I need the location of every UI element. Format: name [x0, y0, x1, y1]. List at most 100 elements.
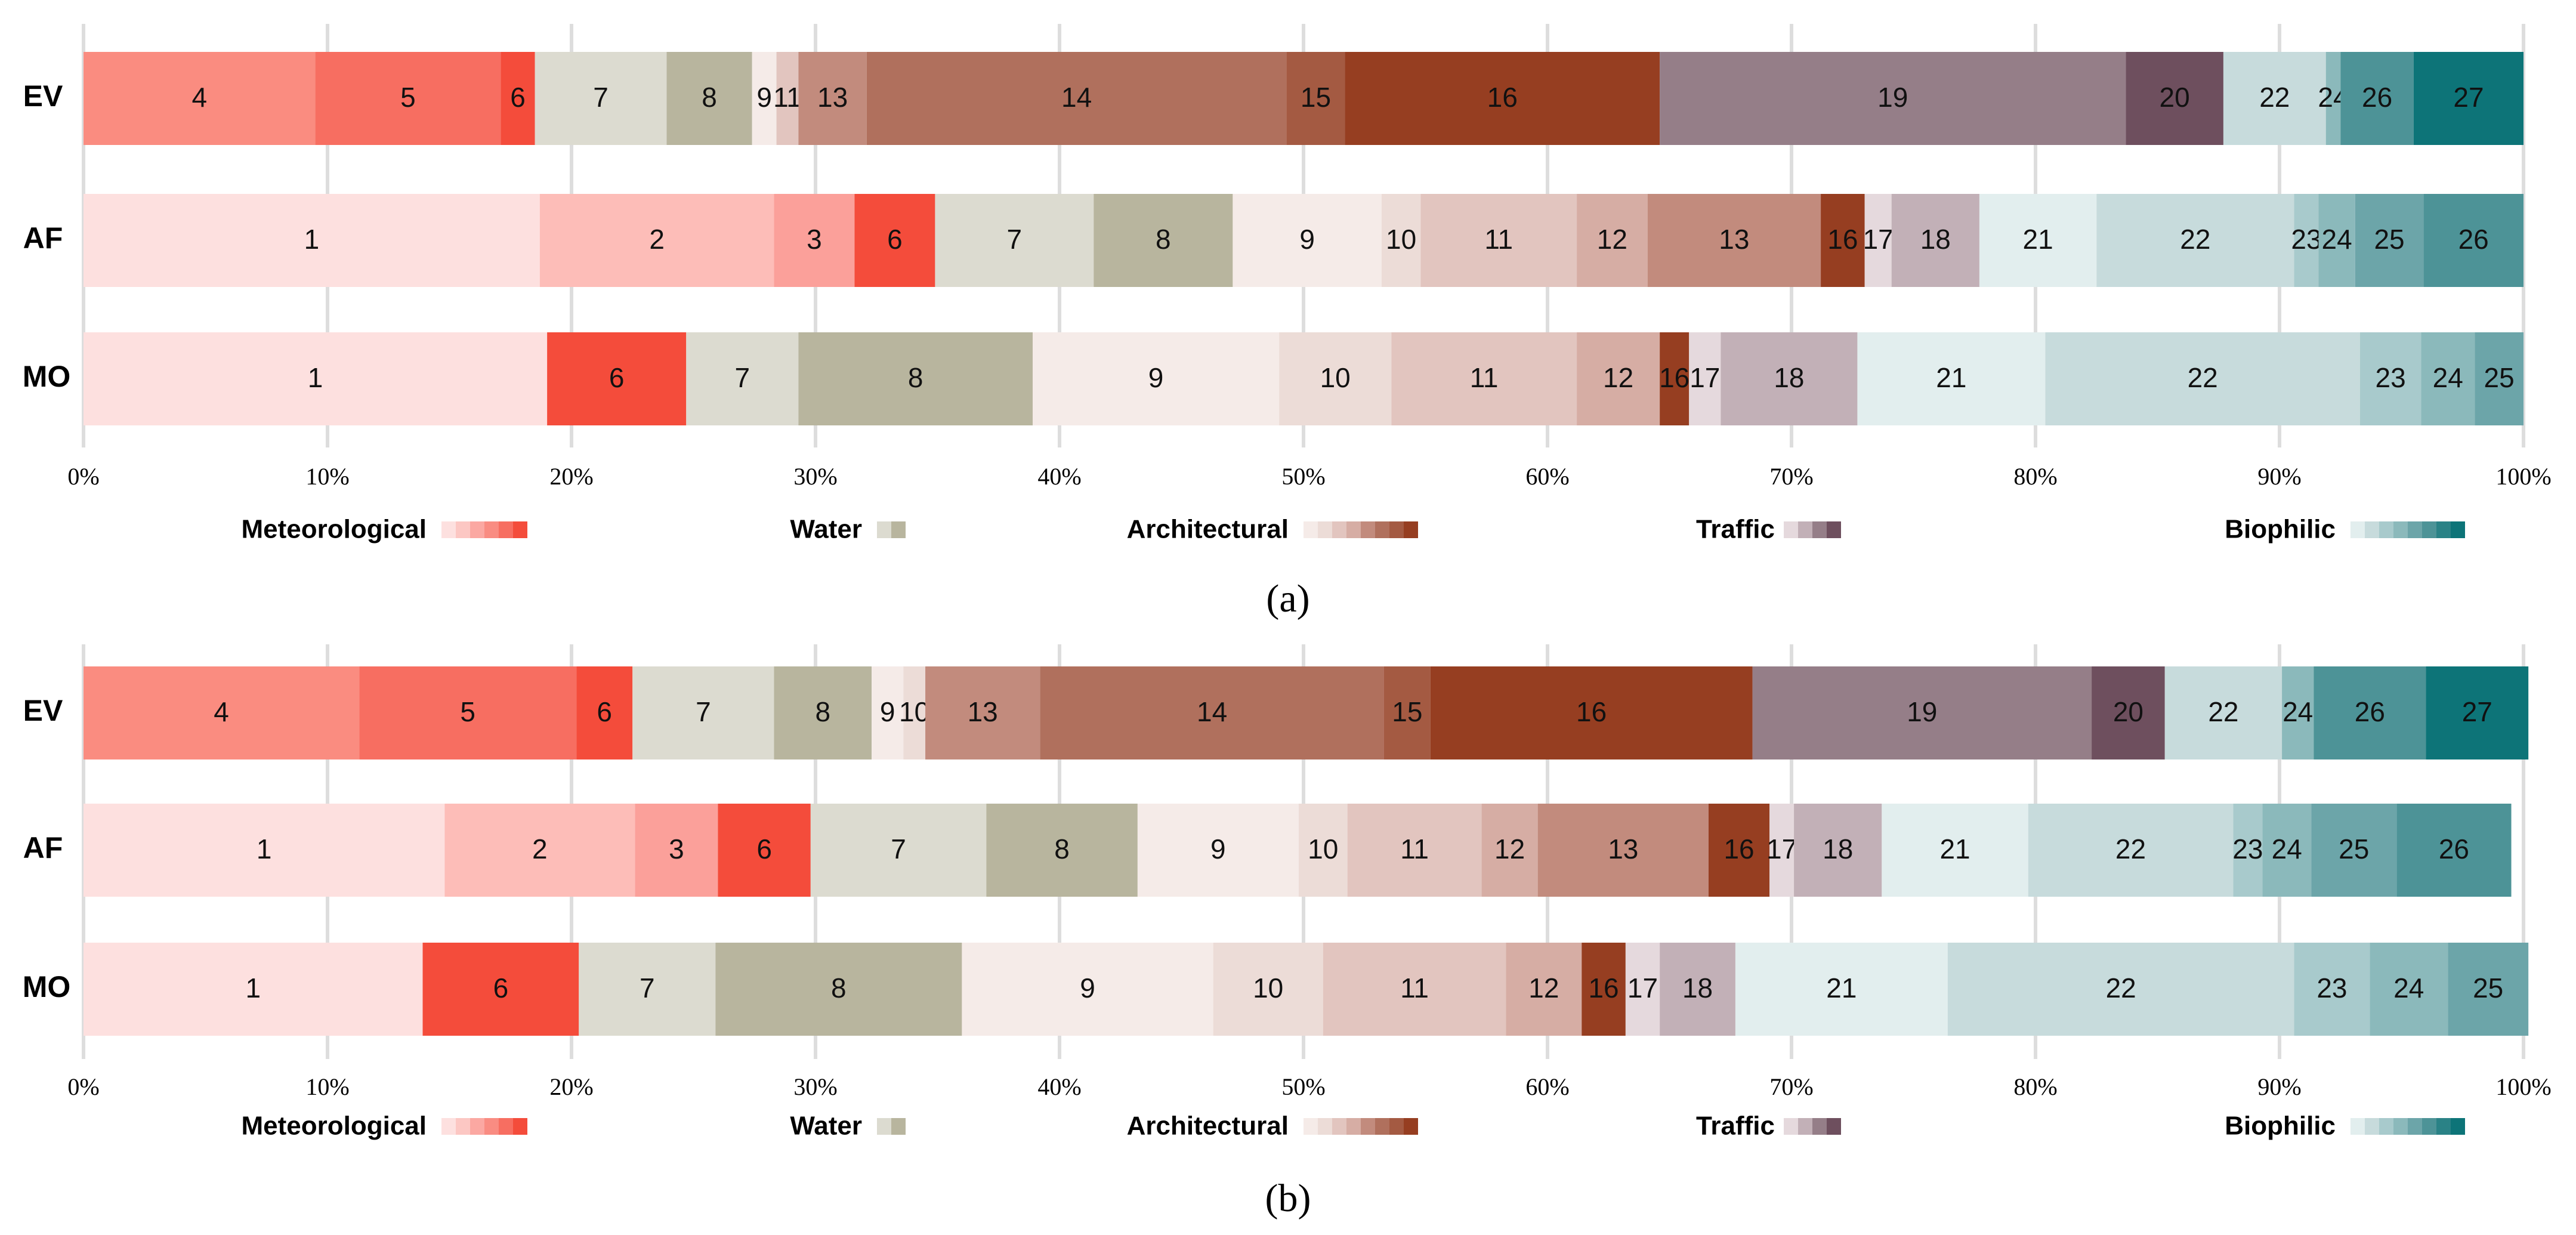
panel-b-bar-ev-segment-9	[872, 666, 904, 759]
panel-b-bar-ev-segment-15	[1383, 666, 1431, 759]
panel-a-bar-af-segment-label: 12	[1597, 224, 1627, 255]
panel-a-bar-af-segment-label: 1	[304, 224, 320, 255]
panel-a-bar-mo-segment-label: 25	[2484, 362, 2515, 393]
panel-a-bar-af-segment-25	[2355, 194, 2424, 287]
panel-a-legend-swatch-traffic	[1784, 521, 1798, 538]
panel-b-bar-af-segment-23	[2233, 804, 2263, 897]
panel-b-x-tick-label: 50%	[1281, 1073, 1325, 1100]
panel-b-row-label-ev: EV	[23, 694, 63, 727]
panel-b-bar-ev-segment-label: 6	[597, 696, 612, 727]
panel-b-bar-af-segment-16	[1708, 804, 1770, 897]
panel-b-legend-swatch-water	[891, 1118, 906, 1135]
panel-b-legend-swatch-biophilic	[2408, 1118, 2422, 1135]
panel-a-legend-swatch-meteorological	[456, 521, 470, 538]
panel-a-bar-ev-segment-label: 22	[2259, 82, 2290, 113]
panel-a-x-tick-label: 20%	[549, 463, 593, 490]
panel-b-row-label-af: AF	[23, 831, 63, 864]
panel-a-bar-af-segment-10	[1381, 194, 1421, 287]
panel-b-legend-swatch-architectural	[1389, 1118, 1404, 1135]
panel-b-bar-af-segment-label: 8	[1054, 833, 1070, 864]
panel-a-bar-ev-segment-15	[1286, 52, 1345, 145]
panel-a-legend-swatch-architectural	[1318, 521, 1332, 538]
panel-a-legend-swatch-architectural	[1332, 521, 1346, 538]
panel-b-bar-ev-segment-label: 4	[214, 696, 229, 727]
panel-a-bar-mo-segment-label: 11	[1470, 362, 1499, 393]
panel-a-legend-label-traffic: Traffic	[1696, 515, 1775, 544]
panel-b-bar-mo-segment-label: 22	[2106, 972, 2136, 1004]
panel-b-bar-ev-segment-label: 24	[2282, 696, 2313, 727]
panel-b-bar-ev-segment-label: 16	[1576, 696, 1607, 727]
panel-b-x-tick-label: 30%	[793, 1073, 837, 1100]
panel-a-legend: Meteorological Water Architectural Traffic B…	[242, 515, 2465, 544]
panel-a-x-tick-label: 70%	[1769, 463, 1813, 490]
panel-a-bar-mo-segment-label: 1	[308, 362, 323, 393]
panel-b-bar-ev-segment-label: 20	[2113, 696, 2143, 727]
panel-b-bar-af-segment-26	[2396, 804, 2512, 897]
panel-b-bar-af-segment-label: 9	[1210, 833, 1226, 864]
panel-a-legend-swatch-meteorological	[513, 521, 527, 538]
panel-a-bar-ev-segment-9	[752, 52, 777, 145]
panel-a-x-tick-label: 100%	[2495, 463, 2551, 490]
panel-b-bar-af-segment-label: 22	[2115, 833, 2146, 864]
panel-a-bar-ev-segment-label: 5	[400, 82, 416, 113]
panel-b-bar-af-segment-12	[1481, 804, 1538, 897]
panel-a-legend-swatch-biophilic	[2365, 521, 2379, 538]
panel-a-bar-mo-segment-12	[1577, 332, 1660, 425]
panel-b-bar-ev-segment-label: 13	[968, 696, 998, 727]
panel-a-bar-ev-segment-label: 26	[2362, 82, 2392, 113]
panel-b-bar-ev-segment-label: 27	[2462, 696, 2492, 727]
panel-a-legend-swatch-biophilic	[2422, 521, 2436, 538]
panel-a-bar-mo-segment-21	[1857, 332, 2046, 425]
panel-a-bar-af-segment-label: 9	[1299, 224, 1315, 255]
panel-b-bar-af-segment-18	[1794, 804, 1882, 897]
panel-a-bar-ev-segment-26	[2340, 52, 2414, 145]
panel-b-bar-mo-segment-22	[1947, 943, 2294, 1036]
panel-a-bar-af-segment-9	[1233, 194, 1382, 287]
panel-b-bar-mo-segment-label: 7	[640, 972, 655, 1004]
panel-a-x-tick-label: 30%	[793, 463, 837, 490]
panel-b-bar-ev-segment-label: 22	[2208, 696, 2238, 727]
panel-a-x-tick-label: 90%	[2257, 463, 2301, 490]
panel-b-x-tick-label: 80%	[2013, 1073, 2057, 1100]
panel-b-bar-ev-segment-14	[1040, 666, 1384, 759]
panel-a-legend-swatch-architectural	[1304, 521, 1318, 538]
panel-a-bar-af-segment-12	[1577, 194, 1648, 287]
panel-a-bar-af-segment-26	[2423, 194, 2524, 287]
panel-a-bar-mo-segment-17	[1689, 332, 1721, 425]
panel-a-bar-ev-segment-label: 16	[1487, 82, 1518, 113]
panel-b-legend-swatch-traffic	[1784, 1118, 1798, 1135]
panel-b-bar-ev-segment-10	[903, 666, 926, 759]
panel-a-bar-mo-segment-18	[1721, 332, 1858, 425]
panel-a-legend-label-water: Water	[790, 515, 862, 544]
panel-b-bar-af-segment-label: 18	[1823, 833, 1853, 864]
panel-a-bar-af-segment-label: 2	[649, 224, 665, 255]
panel-a-legend-swatch-traffic	[1798, 521, 1812, 538]
panel-a-bar-mo-segment-24	[2421, 332, 2475, 425]
panel-a-bar-mo-segment-label: 21	[1936, 362, 1966, 393]
panel-a-bar-af-segment-21	[1979, 194, 2097, 287]
panel-b: 4 5 6 7 8 9 10 13 14 15 16 19 20 22 24 26 271 2 3 6 7 8 9 10 11 1…	[23, 644, 2552, 1220]
panel-b-bar-af-segment-7	[810, 804, 987, 897]
panel-a-bar-af-segment-label: 24	[2322, 224, 2352, 255]
panel-b-legend-swatch-architectural	[1346, 1118, 1361, 1135]
panel-a-label: (a)	[1266, 577, 1309, 620]
panel-b-bar-af-segment-label: 2	[532, 833, 548, 864]
panel-b-bar-ev-segment-7	[632, 666, 774, 759]
panel-b-bar-mo-segment-label: 10	[1253, 972, 1283, 1004]
panel-b-legend-label-water: Water	[790, 1112, 862, 1141]
panel-a-bar-ev-segment-label: 8	[702, 82, 717, 113]
panel-b-bar-af-segment-13	[1537, 804, 1709, 897]
panel-a-bar-mo-segment-label: 24	[2433, 362, 2463, 393]
panel-b-x-tick-label: 90%	[2257, 1073, 2301, 1100]
panel-a-bar-mo-segment-11	[1391, 332, 1577, 425]
panel-b-bar-ev-segment-27	[2426, 666, 2529, 759]
panel-b-bars: 4 5 6 7 8 9 10 13 14 15 16 19 20 22 24 26 271 2 3 6 7 8 9 10 11 1…	[84, 666, 2529, 1036]
panel-a-bar-mo-segment-6	[547, 332, 687, 425]
panel-a-row-labels: EV AF MO	[23, 79, 71, 393]
panel-a-bar-mo-segment-10	[1279, 332, 1392, 425]
panel-a-legend-swatch-architectural	[1404, 521, 1418, 538]
panel-a-bar-af-segment-label: 22	[2180, 224, 2210, 255]
panel-b-legend-swatch-biophilic	[2451, 1118, 2465, 1135]
panel-b-bar-af-segment-8	[986, 804, 1138, 897]
panel-a-bar-af-segment-label: 3	[807, 224, 822, 255]
